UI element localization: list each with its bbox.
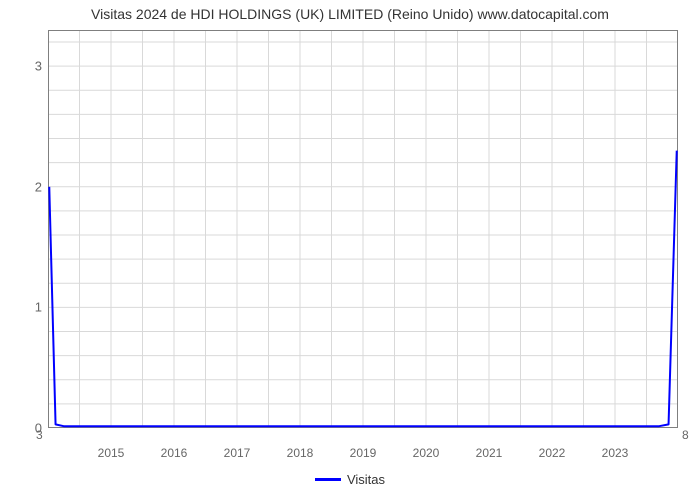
legend-label: Visitas (347, 472, 385, 487)
x-tick-label: 2016 (161, 446, 188, 460)
x-tick-label: 2018 (287, 446, 314, 460)
y-tick-label: 1 (35, 300, 42, 315)
legend-swatch (315, 478, 341, 481)
x-tick-label: 2015 (98, 446, 125, 460)
plot-svg (48, 30, 678, 428)
x-tick-label: 2019 (350, 446, 377, 460)
y-tick-label: 3 (35, 59, 42, 74)
x-tick-label: 2023 (602, 446, 629, 460)
plot-area (48, 30, 678, 428)
chart-legend: Visitas (0, 472, 700, 487)
y-tick-label: 2 (35, 179, 42, 194)
x-tick-label: 2021 (476, 446, 503, 460)
corner-label-bottom-right: 8 (682, 428, 689, 442)
x-tick-label: 2017 (224, 446, 251, 460)
x-tick-label: 2022 (539, 446, 566, 460)
corner-label-bottom-left: 3 (36, 428, 43, 442)
visits-chart: Visitas 2024 de HDI HOLDINGS (UK) LIMITE… (0, 0, 700, 500)
chart-title: Visitas 2024 de HDI HOLDINGS (UK) LIMITE… (0, 6, 700, 22)
x-tick-label: 2020 (413, 446, 440, 460)
